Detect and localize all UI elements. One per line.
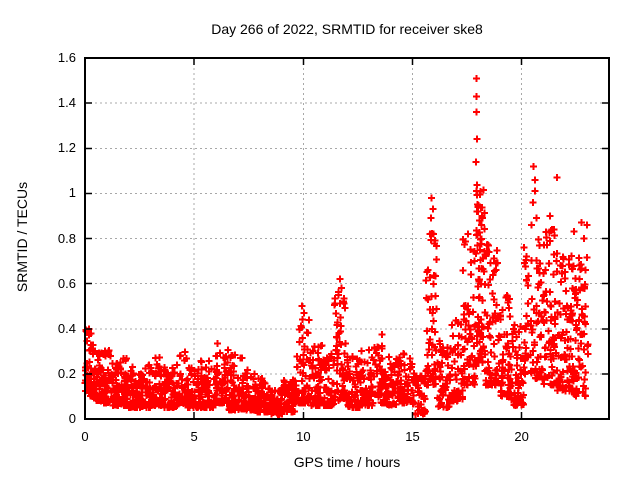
y-tick-label: 1	[68, 185, 76, 201]
x-axis-label: GPS time / hours	[293, 454, 401, 470]
axis-ticks	[84, 57, 609, 420]
x-tick-label: 15	[405, 429, 420, 444]
y-axis-label: SRMTID / TECUs	[14, 181, 30, 293]
y-tick-label: 1.6	[57, 50, 76, 65]
x-tick-label: 10	[296, 429, 311, 444]
x-tick-label: 5	[190, 429, 198, 444]
y-tick-label: 1.2	[57, 140, 76, 156]
y-tick-label: 0	[68, 411, 76, 426]
y-tick-label: 0.4	[57, 320, 76, 336]
scatter-points	[81, 75, 592, 418]
y-tick-label: 0.2	[57, 365, 76, 381]
x-tick-label: 20	[514, 429, 529, 444]
chart-title: Day 266 of 2022, SRMTID for receiver ske…	[211, 21, 483, 37]
y-tick-label: 0.6	[57, 275, 76, 291]
y-tick-label: 1.4	[57, 95, 76, 111]
x-tick-label: 0	[81, 429, 89, 444]
y-tick-label: 0.8	[57, 230, 76, 246]
